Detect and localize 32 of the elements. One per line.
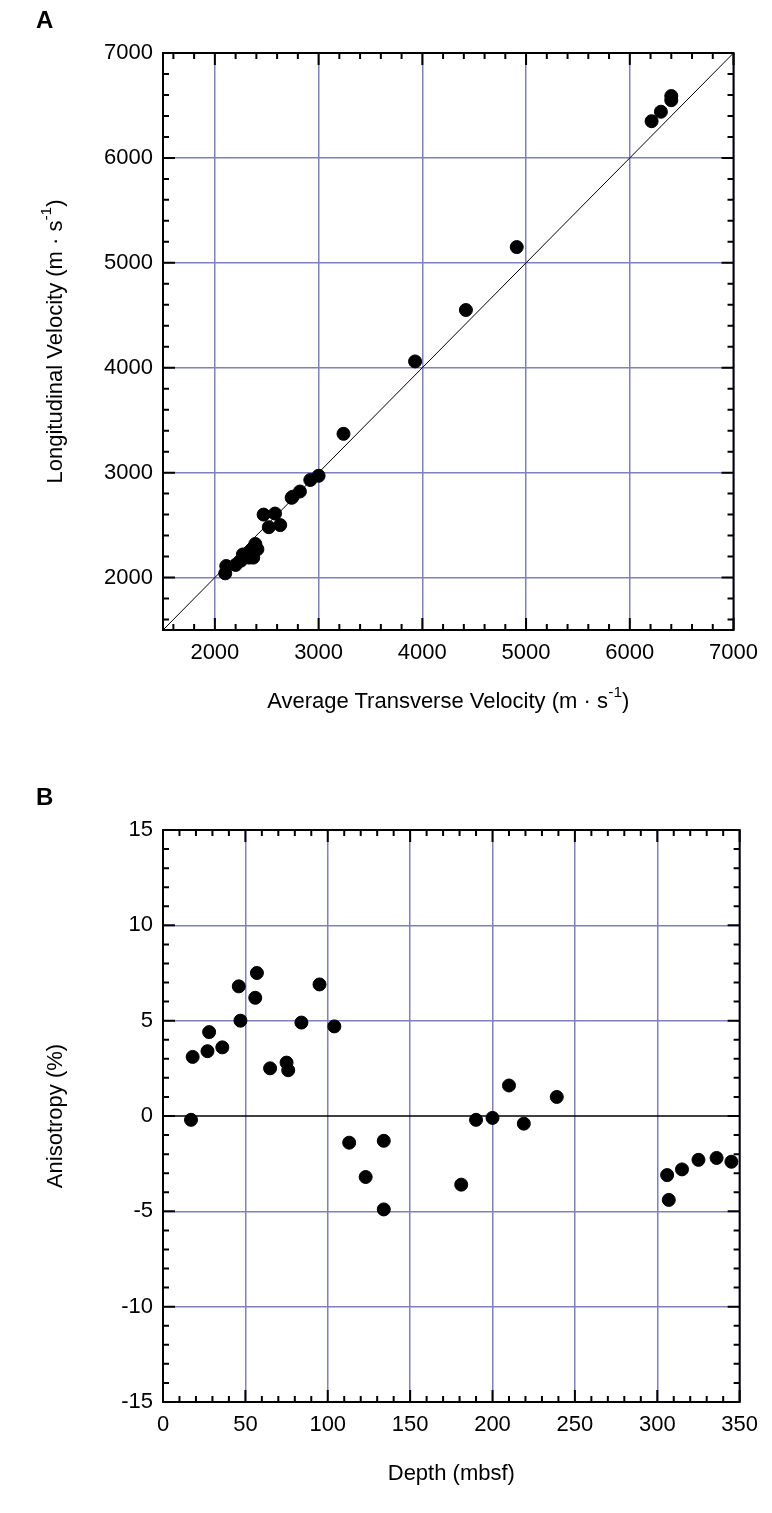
y-tick-label: -5 bbox=[133, 1197, 153, 1223]
x-tick-label: 0 bbox=[156, 1411, 170, 1437]
y-tick-label: 2000 bbox=[104, 563, 153, 589]
y-tick-label: 7000 bbox=[104, 39, 153, 65]
y-axis-title: Anisotropy (%) bbox=[42, 1043, 68, 1189]
x-tick-label: 50 bbox=[233, 1411, 258, 1437]
y-tick-label: 0 bbox=[140, 1102, 153, 1128]
x-tick-label: 3000 bbox=[294, 639, 344, 665]
y-tick-label: 4000 bbox=[104, 353, 153, 379]
x-tick-label: 4000 bbox=[397, 639, 447, 665]
y-tick-label: 5 bbox=[140, 1006, 153, 1032]
y-tick-label: 15 bbox=[128, 816, 153, 842]
y-tick-label: -15 bbox=[121, 1388, 153, 1414]
y-tick-label: 10 bbox=[128, 911, 153, 937]
x-tick-label: 200 bbox=[474, 1411, 511, 1437]
y-tick-label: -10 bbox=[121, 1292, 153, 1318]
chart-title: A bbox=[36, 5, 54, 33]
y-tick-label: 5000 bbox=[104, 248, 153, 274]
x-tick-label: 250 bbox=[556, 1411, 594, 1437]
chart-title: B bbox=[36, 782, 54, 810]
y-axis-title: Longitudinal Velocity (m · s-1) bbox=[37, 199, 68, 484]
x-tick-label: 300 bbox=[638, 1411, 676, 1437]
y-tick-label: 6000 bbox=[104, 143, 153, 169]
x-tick-label: 7000 bbox=[709, 639, 759, 665]
x-tick-label: 100 bbox=[309, 1411, 347, 1437]
x-tick-label: 2000 bbox=[190, 639, 240, 665]
y-tick-label: 3000 bbox=[104, 458, 153, 484]
x-axis-title: Depth (mbsf) bbox=[387, 1460, 515, 1486]
x-tick-label: 6000 bbox=[605, 639, 655, 665]
x-tick-label: 150 bbox=[391, 1411, 429, 1437]
x-tick-label: 350 bbox=[721, 1411, 759, 1437]
x-tick-label: 5000 bbox=[501, 639, 551, 665]
